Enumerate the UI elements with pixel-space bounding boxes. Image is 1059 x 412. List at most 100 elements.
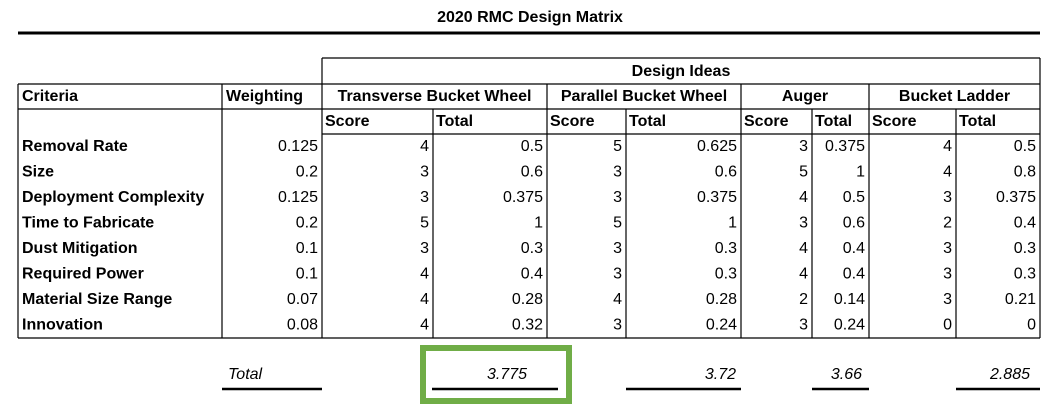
cell: 3 [799, 317, 808, 334]
cell: 1 [534, 215, 543, 232]
total-value: 2.885 [989, 366, 1030, 383]
cell: 0.5 [521, 138, 543, 155]
cell: 0.1 [296, 240, 318, 257]
cell: 4 [799, 189, 808, 206]
total-value: 3.66 [831, 366, 862, 383]
cell: 4 [420, 317, 429, 334]
cell: 0.6 [715, 164, 737, 181]
cell: 0.3 [715, 266, 737, 283]
cell: 5 [613, 138, 622, 155]
sub-header: Score [872, 113, 917, 130]
cell: 0.375 [996, 189, 1036, 206]
criteria-label: Material Size Range [22, 291, 172, 308]
criteria-label: Innovation [22, 317, 103, 334]
cell: 1 [728, 215, 737, 232]
cell: 5 [613, 215, 622, 232]
total-value: 3.775 [487, 366, 527, 383]
cell: 4 [943, 138, 952, 155]
cell: 3 [943, 189, 952, 206]
cell: 0.625 [697, 138, 737, 155]
criteria-label: Required Power [22, 266, 144, 283]
cell: 0.125 [278, 138, 318, 155]
cell: 5 [420, 215, 429, 232]
cell: 3 [613, 189, 622, 206]
sub-header: Total [815, 113, 852, 130]
cell: 1 [856, 164, 865, 181]
cell: 0.4 [1014, 215, 1036, 232]
cell: 4 [799, 240, 808, 257]
cell: 0.28 [512, 291, 543, 308]
cell: 0.14 [834, 291, 865, 308]
cell: 0.21 [1005, 291, 1036, 308]
design-header: Transverse Bucket Wheel [338, 88, 532, 105]
cell: 4 [943, 164, 952, 181]
cell: 3 [613, 164, 622, 181]
cell: 0.375 [825, 138, 865, 155]
highlight-box [420, 345, 572, 404]
criteria-label: Time to Fabricate [22, 215, 154, 232]
title: 2020 RMC Design Matrix [437, 9, 623, 26]
cell: 0.32 [512, 317, 543, 334]
cell: 5 [799, 164, 808, 181]
cell: 0.6 [521, 164, 543, 181]
cell: 0.2 [296, 164, 318, 181]
sub-header: Total [436, 113, 473, 130]
cell: 0.4 [521, 266, 543, 283]
cell: 3 [420, 164, 429, 181]
cell: 4 [799, 266, 808, 283]
design-header: Parallel Bucket Wheel [561, 88, 727, 105]
criteria-label: Removal Rate [22, 138, 128, 155]
cell: 0.3 [1014, 266, 1036, 283]
column-header: Weighting [226, 88, 303, 105]
cell: 3 [420, 189, 429, 206]
cell: 0.125 [278, 189, 318, 206]
cell: 4 [420, 138, 429, 155]
cell: 0.28 [706, 291, 737, 308]
criteria-label: Size [22, 164, 54, 181]
cell: 3 [943, 266, 952, 283]
cell: 0.4 [843, 266, 865, 283]
sub-header: Score [325, 113, 370, 130]
sub-header: Score [744, 113, 789, 130]
cell: 0 [1027, 317, 1036, 334]
cell: 3 [943, 291, 952, 308]
cell: 2 [799, 291, 808, 308]
cell: 0.07 [287, 291, 318, 308]
cell: 3 [943, 240, 952, 257]
cell: 4 [420, 291, 429, 308]
cell: 0.3 [1014, 240, 1036, 257]
cell: 2 [943, 215, 952, 232]
cell: 3 [420, 240, 429, 257]
cell: 0.375 [697, 189, 737, 206]
cell: 0.3 [521, 240, 543, 257]
criteria-label: Dust Mitigation [22, 240, 138, 257]
cell: 0 [943, 317, 952, 334]
cell: 0.8 [1014, 164, 1036, 181]
cell: 0.08 [287, 317, 318, 334]
cell: 0.1 [296, 266, 318, 283]
cell: 4 [420, 266, 429, 283]
sub-header: Total [959, 113, 996, 130]
total-value: 3.72 [705, 366, 736, 383]
column-header: Criteria [22, 88, 78, 105]
cell: 0.2 [296, 215, 318, 232]
cell: 0.24 [706, 317, 737, 334]
cell: 3 [613, 266, 622, 283]
cell: 0.24 [834, 317, 865, 334]
cell: 4 [613, 291, 622, 308]
cell: 3 [799, 215, 808, 232]
total-label: Total [228, 366, 263, 383]
cell: 0.4 [843, 240, 865, 257]
criteria-label: Deployment Complexity [22, 189, 204, 206]
table-borders [17, 57, 1041, 339]
group-header: Design Ideas [632, 63, 731, 80]
cell: 0.375 [503, 189, 543, 206]
sub-header: Score [550, 113, 595, 130]
sub-header: Total [629, 113, 666, 130]
cell: 3 [613, 317, 622, 334]
design-header: Bucket Ladder [899, 88, 1010, 105]
design-header: Auger [782, 88, 828, 105]
cell: 0.5 [843, 189, 865, 206]
cell: 0.5 [1014, 138, 1036, 155]
